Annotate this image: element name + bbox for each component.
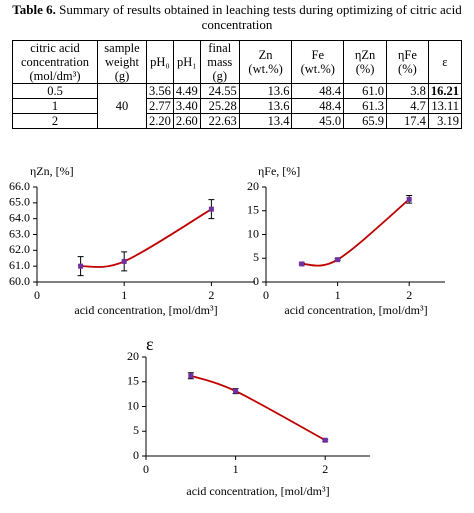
y-tick-label: 10 <box>127 398 139 412</box>
cell: 3.19 <box>427 113 463 129</box>
y-tick-label: 0 <box>253 274 259 288</box>
y-tick-label: 10 <box>247 226 259 240</box>
header-cell: ε <box>427 40 463 84</box>
x-tick-label: 1 <box>335 288 341 302</box>
x-axis-label: acid concentration, [mol/dm³] <box>284 303 427 317</box>
marker <box>299 261 305 267</box>
y-tick-label: 20 <box>127 349 139 363</box>
header-cell: Fe (wt.%) <box>291 40 345 84</box>
cell: 13.4 <box>238 113 293 129</box>
marker <box>208 206 214 212</box>
y-tick-label: 15 <box>247 203 259 217</box>
x-tick-label: 2 <box>322 462 328 476</box>
x-tick-label: 0 <box>34 288 40 302</box>
y-tick-label: 15 <box>127 374 139 388</box>
y-tick-label: 0 <box>133 448 139 462</box>
cell: 24.55 <box>199 83 240 99</box>
y-tick-label: 5 <box>133 423 139 437</box>
cell: 48.4 <box>291 83 345 99</box>
header-cell: ηFe (%) <box>386 40 429 84</box>
cell: 2 <box>12 113 98 129</box>
marker <box>406 196 412 202</box>
header-cell: final mass (g) <box>199 40 240 84</box>
row: 1 2.77 3.40 25.28 13.6 48.4 61.3 4.7 13.… <box>12 98 463 114</box>
x-axis-label: acid concentration, [mol/dm³] <box>186 484 329 498</box>
marker <box>335 257 341 263</box>
cell: 17.4 <box>386 113 429 129</box>
line <box>190 374 326 441</box>
x-tick-label: 2 <box>208 288 214 302</box>
cell: 22.63 <box>199 113 240 129</box>
y-tick-label: 20 <box>247 179 259 193</box>
marker <box>78 263 84 269</box>
header-cell: sample weight (g) <box>97 40 147 84</box>
table: citric acid concentration (mol/dm³) samp… <box>12 40 463 129</box>
marker <box>233 388 239 394</box>
marker <box>121 258 127 264</box>
header-cell: citric acid concentration (mol/dm³) <box>12 40 98 84</box>
row: 2 2.20 2.60 22.63 13.4 45.0 65.9 17.4 3.… <box>12 113 463 129</box>
x-tick-label: 0 <box>143 462 149 476</box>
row: 0.5 40 3.56 4.49 24.55 13.6 48.4 61.0 3.… <box>12 83 463 129</box>
x-tick-label: 1 <box>121 288 127 302</box>
cell: 65.9 <box>343 113 388 129</box>
caption-text: Summary of results obtained in leaching … <box>59 2 462 32</box>
y-axis-label: ηZn, [%] <box>30 164 74 178</box>
marker <box>322 437 328 443</box>
x-axis-label: acid concentration, [mol/dm³] <box>74 303 217 317</box>
y-tick-label: 61.0 <box>9 258 30 272</box>
y-axis-label: ηFe, [%] <box>258 164 300 178</box>
marker <box>188 373 194 379</box>
y-tick-label: 62.0 <box>9 242 30 256</box>
y-axis-label: ε <box>146 334 154 354</box>
cell: 40 <box>97 83 147 129</box>
cell: 48.4 <box>291 98 345 114</box>
y-tick-label: 63.0 <box>9 226 30 240</box>
y-tick-label: 5 <box>253 250 259 264</box>
y-tick-label: 66.0 <box>9 179 30 193</box>
y-tick-label: 64.0 <box>9 210 30 224</box>
caption: Table 6. Summary of results obtained in … <box>0 2 474 32</box>
cell: 16.21 <box>427 83 463 99</box>
line <box>80 208 212 268</box>
header-row: citric acid concentration (mol/dm³) samp… <box>12 40 463 84</box>
x-tick-label: 0 <box>263 288 269 302</box>
caption-label: Table 6. <box>12 2 56 17</box>
x-tick-label: 2 <box>406 288 412 302</box>
cell: 13.6 <box>238 98 293 114</box>
cell: 4.7 <box>386 98 429 114</box>
x-tick-label: 1 <box>233 462 239 476</box>
y-tick-label: 65.0 <box>9 195 30 209</box>
y-tick-label: 60.0 <box>9 274 30 288</box>
line <box>301 198 410 267</box>
